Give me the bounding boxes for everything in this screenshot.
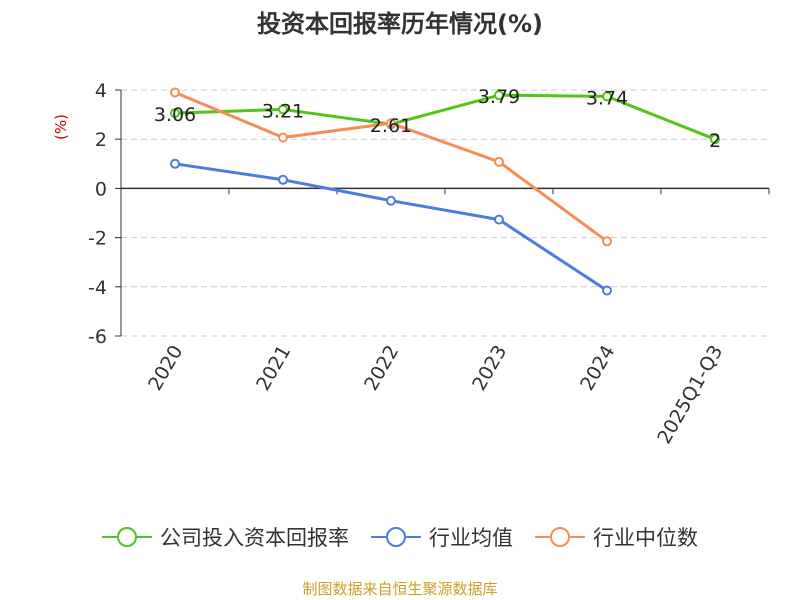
data-point [278, 174, 288, 185]
data-point [710, 134, 720, 145]
y-tick-label: -6 [88, 326, 107, 348]
legend-marker-icon [102, 526, 152, 548]
legend-marker-icon [535, 526, 585, 548]
legend-item[interactable]: 行业均值 [371, 522, 513, 552]
data-point [386, 118, 396, 129]
data-point [386, 195, 396, 206]
data-point [602, 91, 612, 102]
data-point [494, 156, 504, 167]
legend-label: 行业中位数 [593, 526, 698, 550]
data-point [494, 214, 504, 225]
data-point [602, 285, 612, 296]
x-tick-label: 2022 [360, 342, 403, 395]
x-tick-label: 2020 [144, 342, 187, 395]
x-tick-label: 2023 [468, 342, 511, 395]
y-axis-label: (%) [52, 114, 70, 140]
data-label: 3.06 [154, 104, 196, 126]
data-point [170, 108, 180, 119]
x-tick-label: 2025Q1-Q3 [653, 342, 727, 448]
legend-marker-icon [371, 526, 421, 548]
y-tick-label: -4 [88, 277, 107, 299]
data-point [170, 158, 180, 169]
y-tick-label: 2 [95, 129, 107, 151]
x-tick-label: 2021 [252, 342, 295, 395]
data-point [602, 236, 612, 247]
legend: 公司投入资本回报率 行业均值 行业中位数 [0, 519, 800, 555]
x-tick-label: 2024 [576, 342, 619, 395]
legend-item[interactable]: 公司投入资本回报率 [102, 522, 349, 552]
data-point [170, 87, 180, 98]
y-tick-label: 4 [95, 80, 107, 102]
data-point [278, 132, 288, 143]
series-line [174, 162, 608, 292]
chart-title: 投资本回报率历年情况(%) [257, 10, 543, 38]
y-tick-label: 0 [95, 178, 107, 200]
data-point [278, 104, 288, 115]
data-label: 3.74 [586, 87, 628, 109]
data-label: 3.21 [262, 100, 304, 122]
legend-label: 行业均值 [429, 526, 513, 550]
data-label: 2.61 [370, 115, 412, 137]
data-point [494, 90, 504, 101]
legend-label: 公司投入资本回报率 [160, 526, 349, 550]
y-tick-label: -2 [88, 228, 107, 250]
legend-item[interactable]: 行业中位数 [535, 522, 698, 552]
source-note: 制图数据来自恒生聚源数据库 [302, 580, 498, 598]
series-line [174, 93, 716, 141]
data-label: 2 [709, 130, 721, 152]
data-label: 3.79 [478, 86, 520, 108]
